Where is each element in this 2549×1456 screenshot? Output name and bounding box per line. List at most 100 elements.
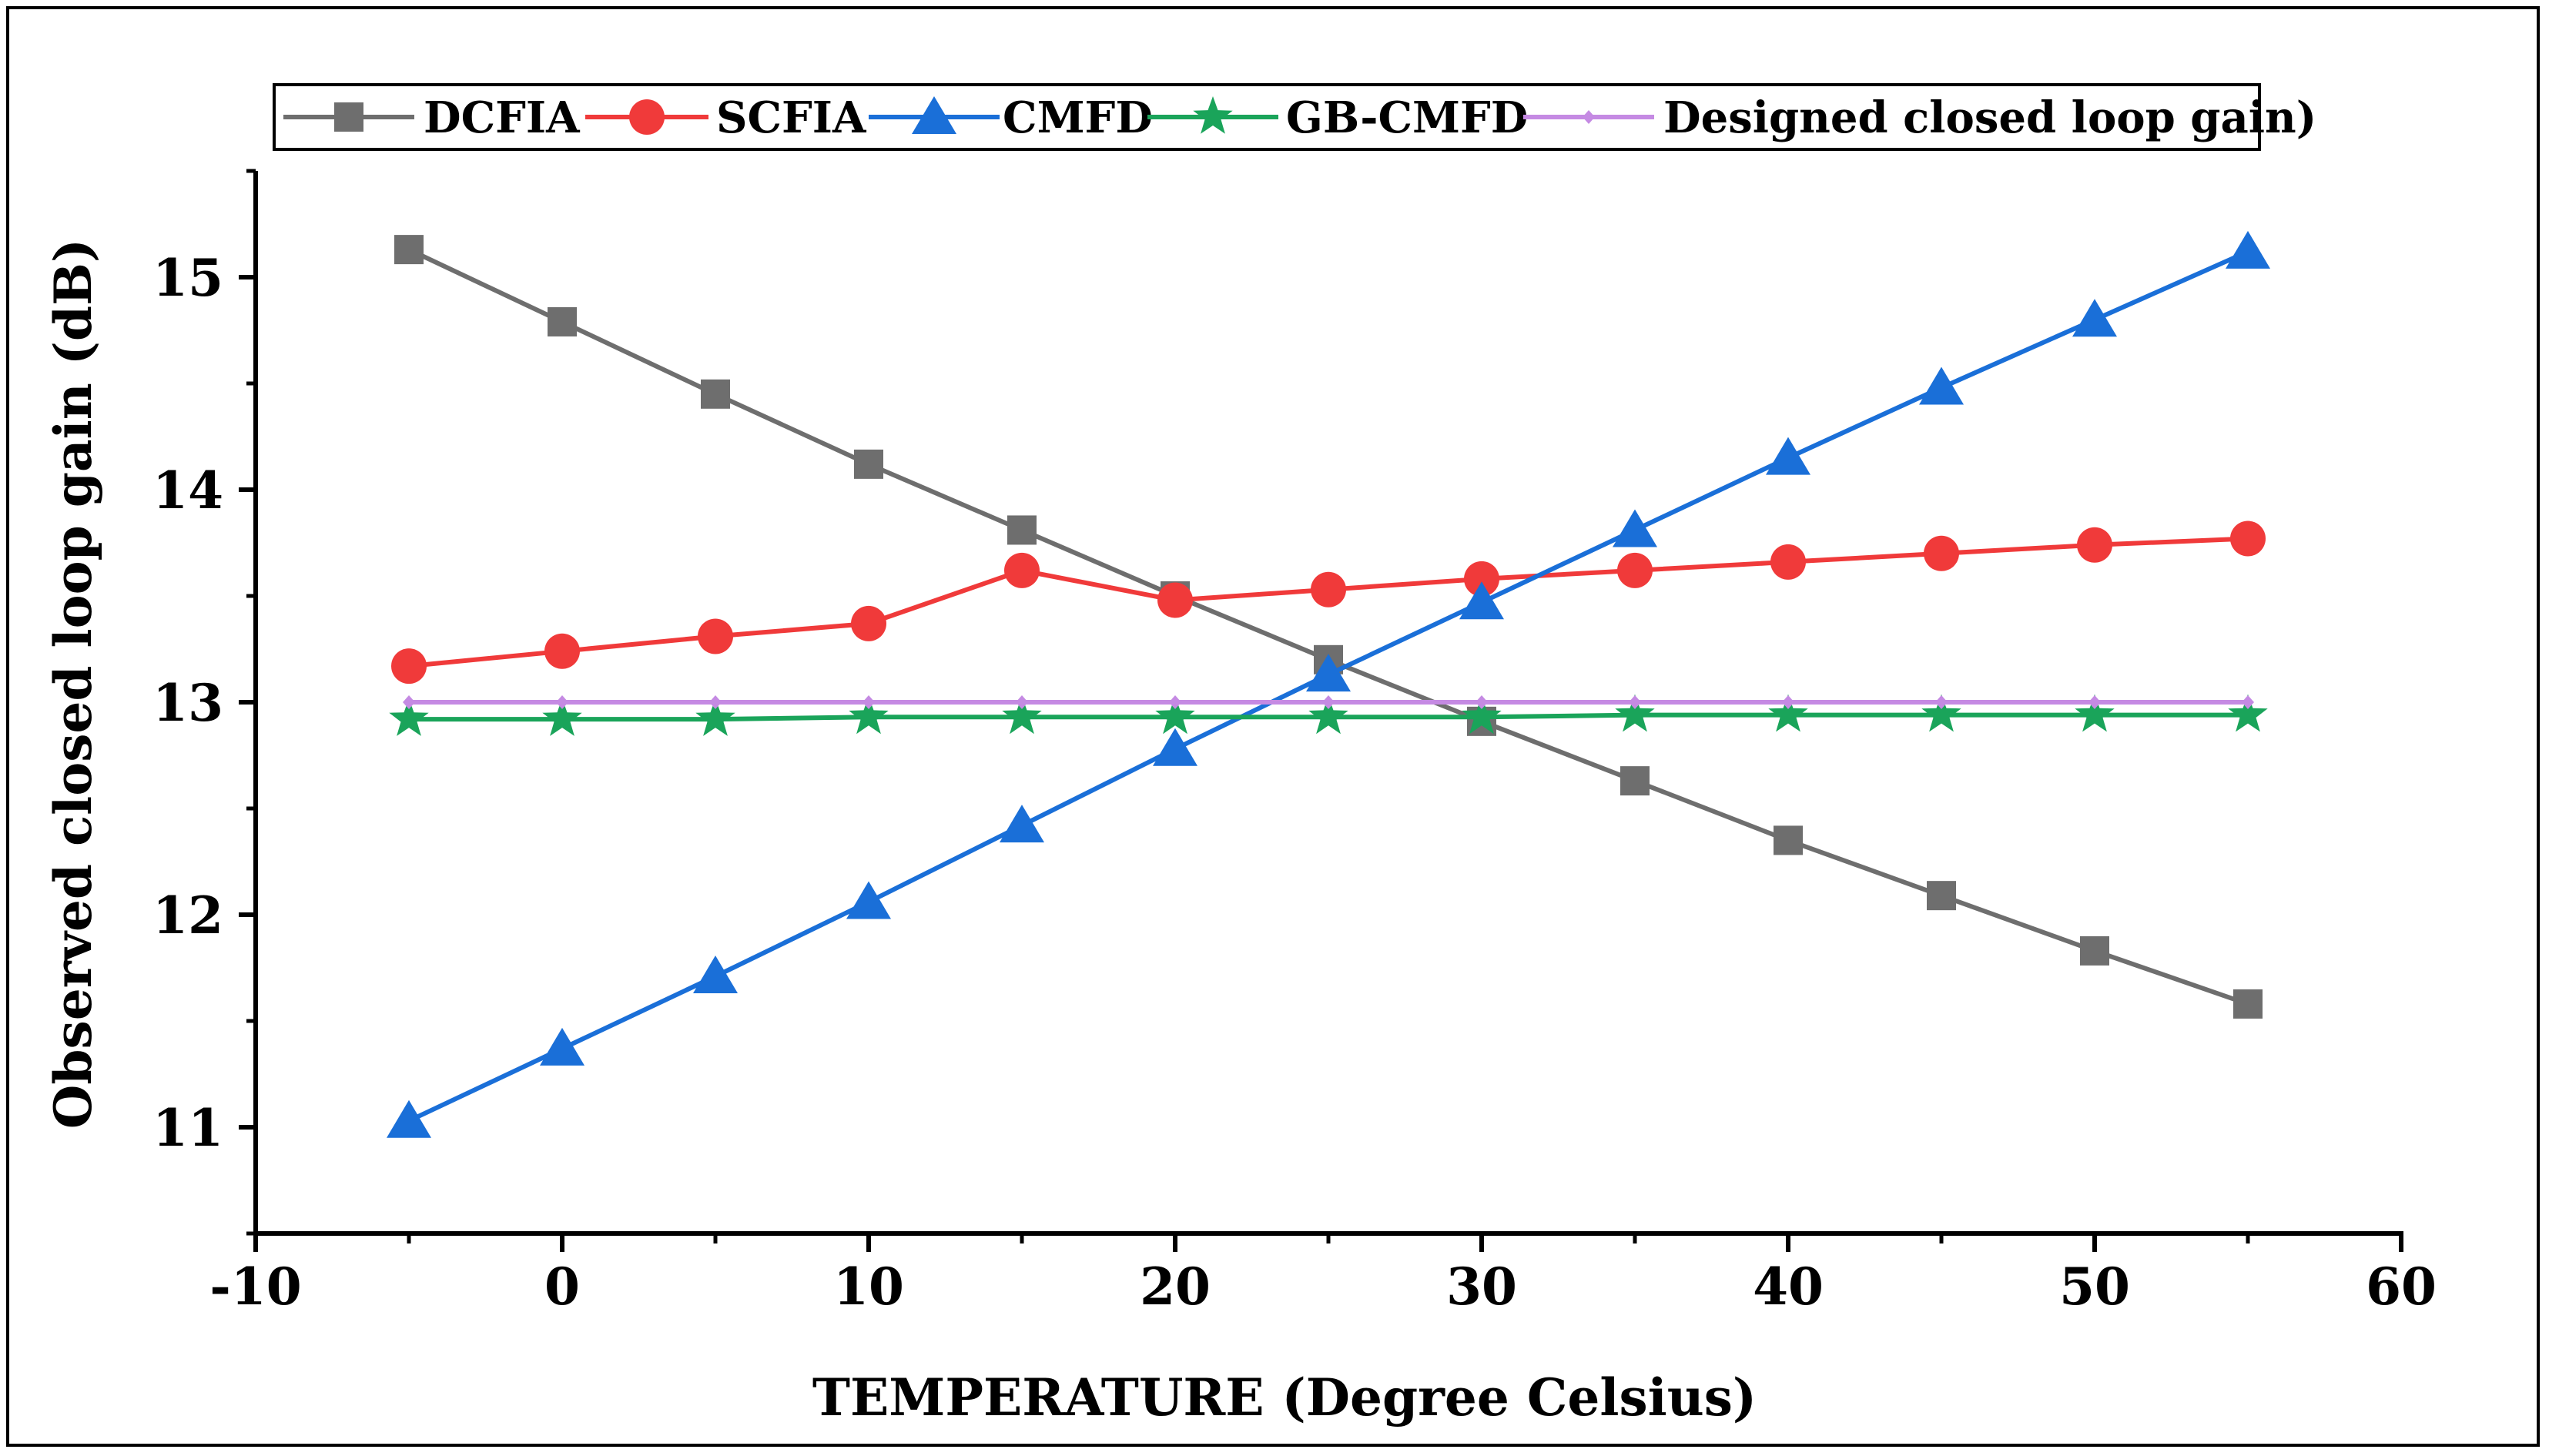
data-point xyxy=(695,698,735,736)
legend-label: SCFIA xyxy=(716,92,867,143)
data-point xyxy=(1306,654,1351,692)
data-point xyxy=(1770,544,1806,580)
data-point xyxy=(548,306,577,336)
data-point xyxy=(540,1027,584,1066)
data-point xyxy=(1475,695,1488,709)
data-point xyxy=(387,1100,431,1138)
legend-marker xyxy=(629,99,665,135)
data-point xyxy=(2226,230,2270,269)
data-point xyxy=(1157,582,1193,618)
data-point xyxy=(1464,561,1499,597)
data-point xyxy=(2242,695,2254,709)
data-point xyxy=(1002,696,1042,735)
data-point xyxy=(389,698,429,736)
data-point xyxy=(1155,696,1195,735)
x-tick-label: 40 xyxy=(1753,1257,1824,1317)
legend-item: CMFD xyxy=(869,92,1153,143)
data-point xyxy=(1322,695,1335,709)
data-point xyxy=(1004,552,1040,588)
data-point xyxy=(1921,694,1961,732)
data-point xyxy=(701,379,730,409)
data-point xyxy=(1620,766,1650,796)
series-scfia xyxy=(391,520,2266,684)
data-point xyxy=(1615,694,1655,732)
legend-label: CMFD xyxy=(1003,92,1153,143)
data-point xyxy=(391,648,427,684)
series-line xyxy=(407,247,2249,1006)
legend-label: GB-CMFD xyxy=(1286,92,1528,143)
y-tick-label: 11 xyxy=(152,1098,223,1158)
x-axis: -10 0 10 20 30 40 50 60 xyxy=(209,1233,2437,1317)
data-point xyxy=(1629,695,1641,709)
data-point xyxy=(1169,695,1181,709)
legend-marker xyxy=(912,96,956,134)
legend-item: DCFIA xyxy=(283,92,581,143)
data-point xyxy=(1613,509,1657,547)
data-point xyxy=(2077,527,2112,563)
series-gb-cmfd xyxy=(389,694,2268,736)
x-tick-label: 30 xyxy=(1446,1257,1517,1317)
data-point xyxy=(2072,299,2117,337)
data-point xyxy=(2075,694,2115,732)
data-point xyxy=(2088,695,2101,709)
x-tick-label: -10 xyxy=(209,1257,301,1317)
x-tick-label: 10 xyxy=(833,1257,904,1317)
legend-item: GB-CMFD xyxy=(1147,92,1528,143)
data-point xyxy=(1768,694,1808,732)
data-point xyxy=(544,633,580,669)
series-designed-closed-loop-gain xyxy=(403,695,2254,709)
data-point xyxy=(1308,696,1348,735)
x-tick-label: 50 xyxy=(2059,1257,2130,1317)
series-cmfd xyxy=(387,230,2270,1138)
x-tick-label: 0 xyxy=(544,1257,580,1317)
data-point xyxy=(394,235,424,265)
legend-item: Designed closed loop gain) xyxy=(1523,92,2316,143)
data-point xyxy=(1927,881,1956,911)
data-point xyxy=(846,881,891,919)
data-point xyxy=(1311,571,1346,608)
data-point xyxy=(556,695,568,709)
data-point xyxy=(851,605,886,641)
data-point xyxy=(1782,695,1794,709)
legend-item: SCFIA xyxy=(585,92,867,143)
data-point xyxy=(1919,367,1964,405)
legend-marker xyxy=(1583,110,1595,124)
data-point xyxy=(1459,581,1504,620)
x-axis-label: TEMPERATURE (Degree Celsius) xyxy=(812,1367,1757,1428)
legend-label: Designed closed loop gain) xyxy=(1663,92,2316,143)
data-point xyxy=(1007,515,1037,545)
data-point xyxy=(1924,535,1959,571)
data-point xyxy=(2080,936,2109,966)
data-point xyxy=(1935,695,1948,709)
series-layer xyxy=(387,230,2270,1138)
data-point xyxy=(1774,825,1803,855)
data-point xyxy=(849,696,889,735)
figure-frame xyxy=(6,6,2540,1447)
legend-marker xyxy=(1193,96,1233,134)
y-tick-label: 15 xyxy=(152,248,223,308)
data-point xyxy=(854,449,883,479)
y-tick-label: 13 xyxy=(152,673,223,733)
data-point xyxy=(693,956,738,994)
y-axis-label: Observed closed loop gain (dB) xyxy=(43,239,103,1129)
data-point xyxy=(709,695,722,709)
y-tick-label: 12 xyxy=(152,885,223,946)
legend: DCFIA SCFIA CMFD GB-CMFD Designed closed loo… xyxy=(273,83,2316,151)
data-point xyxy=(542,698,582,736)
series-dcfia xyxy=(394,235,2263,1019)
legend-marker xyxy=(334,102,363,132)
data-point xyxy=(2228,694,2268,732)
data-point xyxy=(2233,989,2263,1019)
data-point xyxy=(1153,728,1197,766)
y-axis: 11 12 13 14 15 xyxy=(152,169,256,1236)
data-point xyxy=(1000,805,1044,843)
data-point xyxy=(1462,696,1502,735)
data-point xyxy=(2230,520,2266,557)
data-point xyxy=(863,695,875,709)
legend-label: DCFIA xyxy=(424,92,581,143)
x-tick-label: 20 xyxy=(1140,1257,1211,1317)
data-point xyxy=(698,618,733,654)
data-point xyxy=(1766,437,1810,475)
data-point xyxy=(1016,695,1028,709)
